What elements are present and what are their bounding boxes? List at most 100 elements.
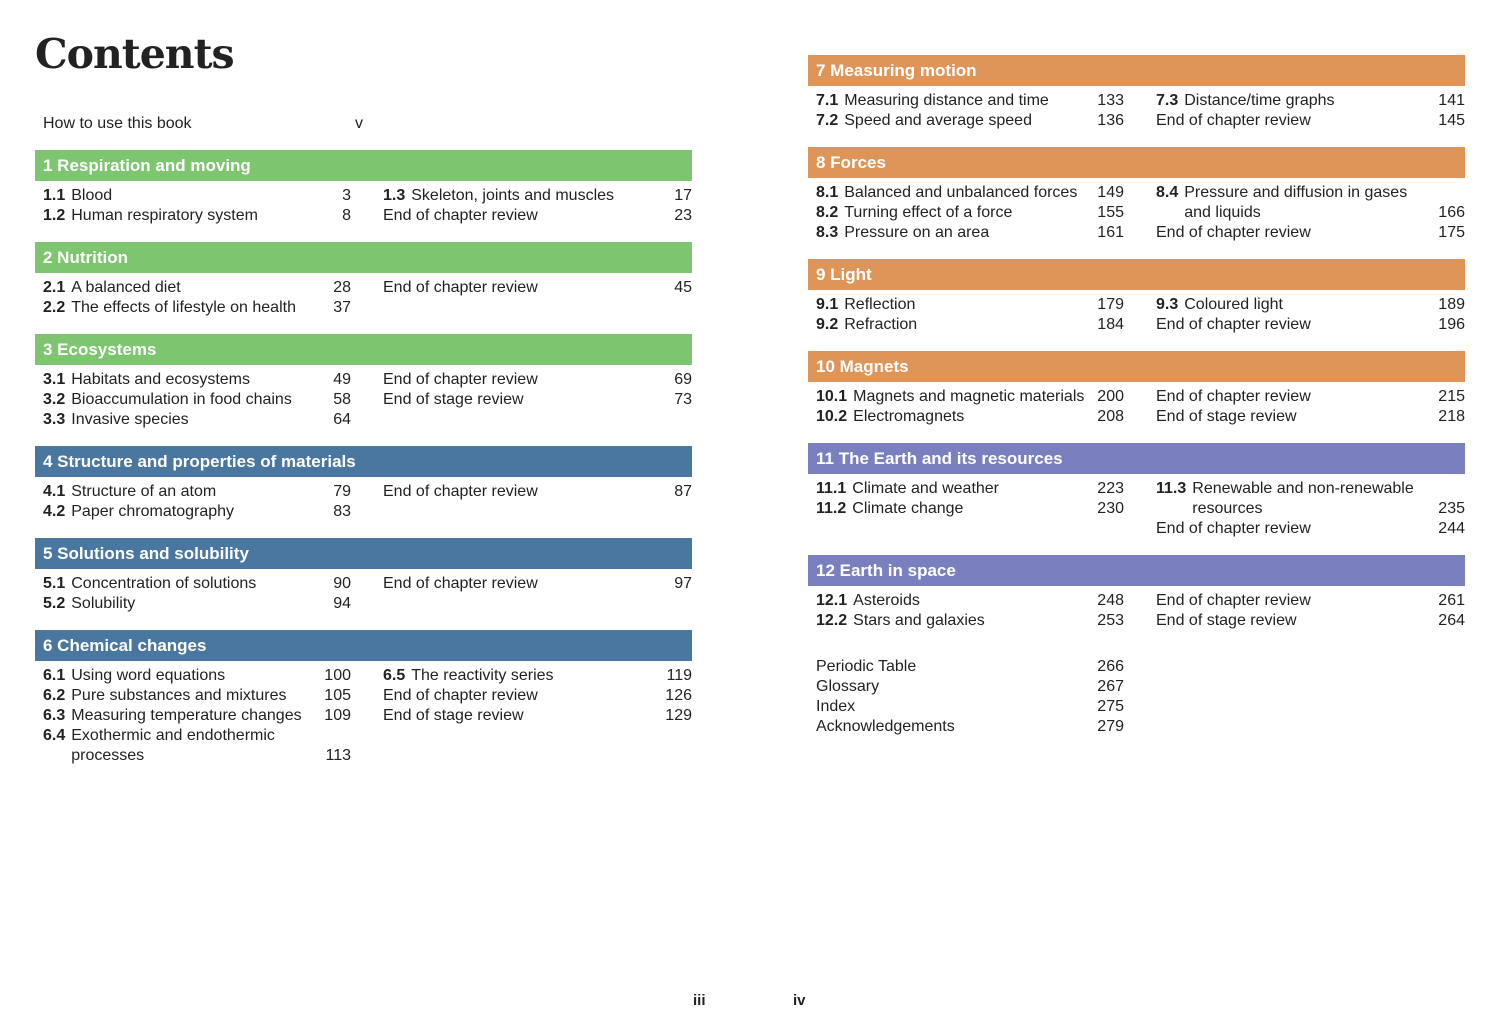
page-number: 3 [342, 187, 351, 204]
page-number: 175 [1438, 224, 1465, 241]
entry-column: 7.1 Measuring distance and time 133 7.2 Spee… [816, 91, 1124, 131]
entry-label-line: Exothermic and endothermic [71, 727, 275, 744]
chapter-heading: 4 Structure and properties of materials [35, 446, 692, 477]
section-number: 5.2 [43, 595, 66, 612]
entry-label: Pressure and diffusion in gases and liqui… [1184, 183, 1435, 223]
page-number: 253 [1097, 612, 1124, 629]
toc-entry: End of chapter review 23 [383, 206, 692, 226]
toc-entry: 5.2 Solubility 94 [43, 594, 351, 614]
section-number: 8.2 [816, 204, 839, 221]
chapter-entries: 12.1 Asteroids 248 12.2 Stars and galaxies 25… [808, 586, 1465, 647]
entry-label: Invasive species [71, 411, 189, 428]
entry-label: Climate and weather [852, 480, 1000, 497]
toc-entry: 12.2 Stars and galaxies 253 [816, 611, 1124, 631]
entry-label: The effects of lifestyle on health [71, 299, 296, 316]
entry-column: 9.1 Reflection 179 9.2 Refraction 184 [816, 295, 1124, 335]
entry-label: Using word equations [71, 667, 226, 684]
entry-column: 10.1 Magnets and magnetic materials 200 10.… [816, 387, 1124, 427]
toc-entry: End of chapter review 244 [1156, 519, 1465, 539]
page-number: 248 [1097, 592, 1124, 609]
section-number: 8.1 [816, 184, 839, 201]
entry-label: End of chapter review [383, 279, 538, 296]
section-number: 6.3 [43, 707, 66, 724]
page-number: 223 [1097, 480, 1124, 497]
page-number: 119 [666, 667, 692, 684]
page-number: 79 [333, 483, 351, 500]
section-number: 11.1 [816, 480, 847, 497]
entry-label: Bioaccumulation in food chains [71, 391, 292, 408]
chapter-heading: 5 Solutions and solubility [35, 538, 692, 569]
page-number: 141 [1438, 92, 1465, 109]
chapter-entries: 1.1 Blood 3 1.2 Human respiratory system 8 1.3… [35, 181, 692, 242]
toc-entry: End of chapter review 126 [383, 686, 692, 706]
section-number: 8.4 [1156, 184, 1179, 201]
page-number: 244 [1438, 520, 1465, 537]
front-entry: How to use this book v [35, 114, 363, 134]
entry-label: Asteroids [853, 592, 920, 609]
page-number: 275 [1097, 698, 1124, 715]
entry-label-line: Renewable and non-renewable [1192, 480, 1414, 497]
toc-entry: 8.4 Pressure and diffusion in gases and li… [1156, 183, 1465, 223]
toc-entry: Index 275 [816, 697, 1124, 717]
entry-label: Climate change [852, 500, 964, 517]
entry-column: End of chapter review 261 End of stage rev… [1156, 591, 1465, 631]
toc-entry: 8.2 Turning effect of a force 155 [816, 203, 1124, 223]
page-number: 279 [1097, 718, 1124, 735]
entry-column: 9.3 Coloured light 189 End of chapter revie… [1156, 295, 1465, 335]
entry-column: 6.1 Using word equations 100 6.2 Pure substa… [43, 666, 351, 766]
page-number: 166 [1438, 204, 1465, 221]
page-number: 97 [674, 575, 692, 592]
section-number: 7.1 [816, 92, 839, 109]
section-number: 6.2 [43, 687, 66, 704]
chapter-entries: 3.1 Habitats and ecosystems 49 3.2 Bioaccumu… [35, 365, 692, 446]
toc-entry: 6.2 Pure substances and mixtures 105 [43, 686, 351, 706]
toc-entry: 7.3 Distance/time graphs 141 [1156, 91, 1465, 111]
toc-entry: 2.2 The effects of lifestyle on health 37 [43, 298, 351, 318]
page-number: 267 [1097, 678, 1124, 695]
page-number: 266 [1097, 658, 1124, 675]
toc-entry: End of chapter review 215 [1156, 387, 1465, 407]
entry-column: 3.1 Habitats and ecosystems 49 3.2 Bioaccumu… [43, 370, 351, 430]
entry-column: 4.1 Structure of an atom 79 4.2 Paper chroma… [43, 482, 351, 522]
entry-label: A balanced diet [71, 279, 181, 296]
chapter-heading: 10 Magnets [808, 351, 1465, 382]
toc-entry: End of stage review 73 [383, 390, 692, 410]
page-number: 184 [1097, 316, 1124, 333]
page-number: 264 [1438, 612, 1465, 629]
entry-label: Periodic Table [816, 658, 917, 675]
title: Contents [35, 30, 235, 78]
page-number: 200 [1097, 388, 1124, 405]
chapter-entries: 4.1 Structure of an atom 79 4.2 Paper chroma… [35, 477, 692, 538]
page-number: 179 [1097, 296, 1124, 313]
toc-entry: 9.1 Reflection 179 [816, 295, 1124, 315]
entry-label: Exothermic and endothermic processes [71, 726, 321, 766]
toc-entry: 4.2 Paper chromatography 83 [43, 502, 351, 522]
entry-column: 8.4 Pressure and diffusion in gases and li… [1156, 183, 1465, 243]
entry-label: End of chapter review [383, 207, 538, 224]
toc-entry: Periodic Table 266 [816, 657, 1124, 677]
page-number: 23 [674, 207, 692, 224]
page-number: 87 [674, 483, 692, 500]
page-number: 109 [324, 707, 351, 724]
toc-entry: 10.2 Electromagnets 208 [816, 407, 1124, 427]
entry-label: Measuring distance and time [844, 92, 1049, 109]
page-number: 189 [1438, 296, 1465, 313]
page-number: 58 [333, 391, 351, 408]
toc-entry: End of stage review 129 [383, 706, 692, 726]
toc-entry: End of stage review 218 [1156, 407, 1465, 427]
page-number: 90 [333, 575, 351, 592]
entry-column: End of chapter review 215 End of stage rev… [1156, 387, 1465, 427]
entry-label: End of chapter review [1156, 388, 1311, 405]
page-number: 230 [1097, 500, 1124, 517]
page-number: 105 [324, 687, 351, 704]
entry-column: 11.3 Renewable and non-renewable resources… [1156, 479, 1465, 539]
page-number: 45 [674, 279, 692, 296]
entry-label: Refraction [844, 316, 918, 333]
section-number: 3.1 [43, 371, 66, 388]
section-number: 7.2 [816, 112, 839, 129]
entry-label: How to use this book [43, 115, 192, 132]
entry-column: End of chapter review 69 End of stage revi… [383, 370, 692, 430]
page-number: 37 [333, 299, 351, 316]
entry-label: Reflection [844, 296, 916, 313]
chapter-entries: 11.1 Climate and weather 223 11.2 Climate ch… [808, 474, 1465, 555]
